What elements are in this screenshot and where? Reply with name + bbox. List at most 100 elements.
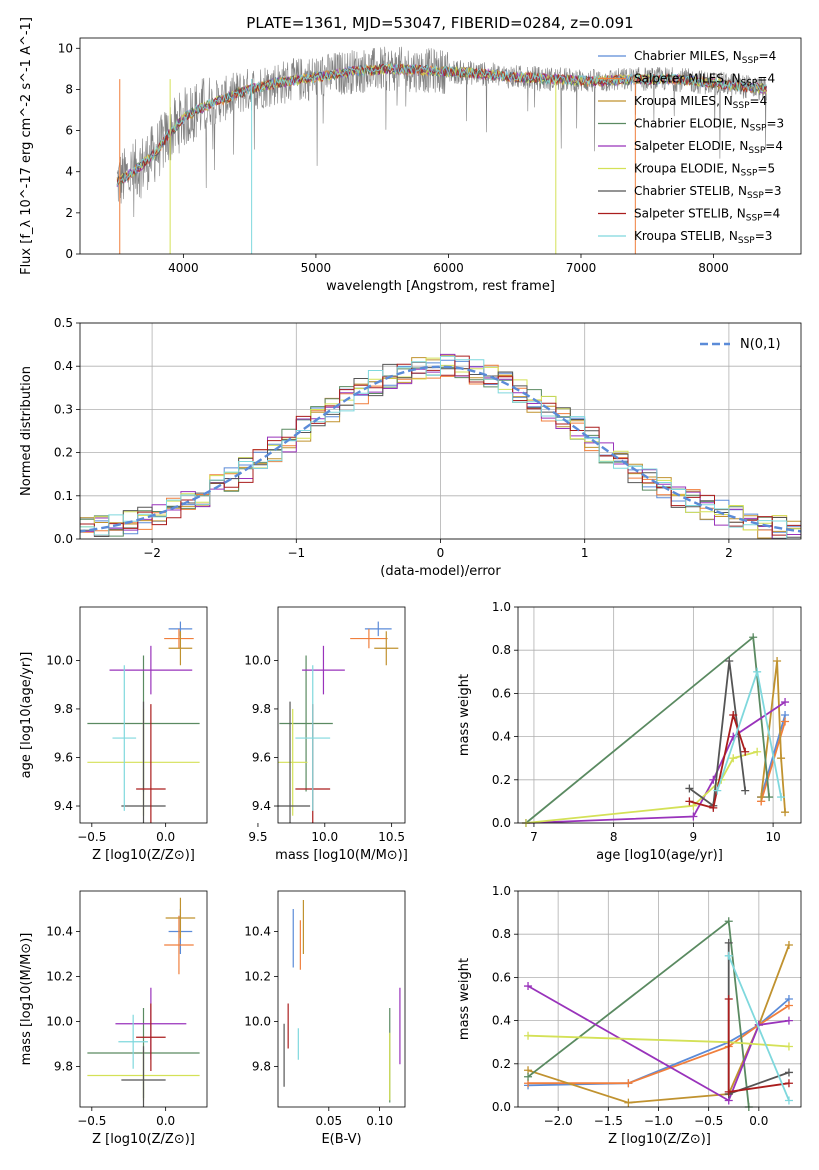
plot-frame bbox=[79, 890, 208, 1108]
weight-line-3 bbox=[525, 635, 770, 824]
y-tick-label: 10.0 bbox=[244, 1015, 271, 1029]
y-tick-label: 0.4 bbox=[54, 359, 73, 373]
points bbox=[87, 897, 200, 1107]
x-tick-label: 0 bbox=[437, 546, 445, 560]
y-axis-label: Flux [f_λ 10^-17 erg cm^-2 s^-1 A^-1] bbox=[19, 17, 34, 275]
x-tick-label: 0.0 bbox=[156, 830, 175, 844]
legend-n: , N bbox=[724, 72, 741, 86]
legend-eq: = bbox=[759, 49, 769, 63]
x-tick-label: 4000 bbox=[168, 261, 199, 275]
legend-sub: SSP bbox=[748, 146, 765, 156]
panel-mass-age: 9.5 10.0 10.5 9.4 9.6 9.8 10.0 mass [log10(M/M⊙… bbox=[244, 606, 408, 863]
weight-marker-8 bbox=[784, 1096, 793, 1105]
weight-marker-5 bbox=[729, 754, 738, 763]
y-tick-label: 0.3 bbox=[54, 402, 73, 416]
y-tick-label: 0.0 bbox=[54, 532, 73, 546]
x-tick-label: −0.5 bbox=[77, 830, 106, 844]
legend-sub: SSP bbox=[741, 79, 758, 89]
legend-label-4: Salpeter ELODIE, NSSP=4 bbox=[634, 139, 783, 156]
legend-nssp: 4 bbox=[767, 72, 775, 86]
legend-n: , N bbox=[729, 207, 746, 221]
weight-marker-3 bbox=[724, 917, 733, 926]
x-tick-label: −1 bbox=[287, 546, 305, 560]
y-tick-label: 8 bbox=[65, 82, 73, 96]
x-tick-label: 2 bbox=[725, 546, 733, 560]
x-axis-label: mass [log10(M/M⊙)] bbox=[275, 848, 408, 863]
panel-z-mass: −0.5 0.0 9.8 10.0 10.2 10.4 Z [log10(Z/Z⊙)] mas… bbox=[19, 890, 208, 1147]
y-tick-label: 9.8 bbox=[54, 1060, 73, 1074]
y-tick-label: 10.4 bbox=[244, 925, 271, 939]
x-tick-label: 0.05 bbox=[315, 1114, 342, 1128]
y-tick-label: 0.0 bbox=[492, 1100, 511, 1114]
plot-frame bbox=[277, 890, 406, 1108]
legend-sub: SSP bbox=[741, 169, 758, 179]
panel-spectrum: 4000 5000 6000 7000 8000 0 2 4 6 8 10 wavelength [A… bbox=[19, 17, 802, 294]
x-tick-label: 9.5 bbox=[248, 830, 267, 844]
x-tick-label: 1 bbox=[581, 546, 589, 560]
weight-marker-8 bbox=[777, 793, 786, 802]
weight-marker-7 bbox=[729, 711, 738, 719]
x-tick-label: 10 bbox=[765, 830, 780, 844]
y-tick-label: 10.0 bbox=[46, 653, 73, 667]
legend-eq: = bbox=[763, 207, 773, 221]
x-axis-label: wavelength [Angstrom, rest frame] bbox=[326, 279, 555, 294]
weight-marker-1 bbox=[781, 717, 790, 726]
x-axis-label: (data-model)/error bbox=[380, 564, 501, 579]
legend-label-0: Chabrier MILES, NSSP=4 bbox=[634, 49, 776, 66]
x-tick-label: −2.0 bbox=[544, 1114, 573, 1128]
weight-marker-2 bbox=[757, 793, 766, 802]
weight-marker-7 bbox=[724, 995, 733, 1003]
histograms bbox=[80, 353, 801, 539]
legend-n: , N bbox=[716, 94, 733, 108]
weight-marker-2 bbox=[781, 808, 790, 817]
legend-sub: SSP bbox=[742, 56, 759, 66]
legend-nssp: 4 bbox=[760, 94, 768, 108]
legend-n: , N bbox=[732, 139, 749, 153]
y-tick-label: 0.4 bbox=[492, 730, 511, 744]
y-tick-label: 6 bbox=[65, 124, 73, 138]
legend-label-3: Chabrier ELODIE, NSSP=3 bbox=[634, 117, 784, 134]
legend-n: , N bbox=[725, 49, 742, 63]
weight-line-4 bbox=[525, 701, 786, 824]
y-tick-label: 0.8 bbox=[492, 643, 511, 657]
legend-eq: = bbox=[757, 162, 767, 176]
plot-frame bbox=[517, 890, 802, 1108]
points bbox=[278, 621, 399, 823]
weight-marker-7 bbox=[784, 1079, 793, 1088]
legend-nssp: 4 bbox=[773, 207, 781, 221]
legend-nssp: 3 bbox=[777, 117, 785, 131]
series bbox=[521, 633, 790, 827]
y-tick-label: 9.8 bbox=[54, 702, 73, 716]
weight-marker-7 bbox=[724, 1087, 733, 1096]
legend-label-6: Chabrier STELIB, NSSP=3 bbox=[634, 184, 782, 201]
points bbox=[283, 900, 401, 1103]
x-tick-label: 6000 bbox=[433, 261, 464, 275]
weight-marker-6 bbox=[725, 657, 734, 665]
weight-marker-7 bbox=[709, 803, 718, 812]
legend-n: , N bbox=[721, 229, 738, 243]
panel-z-weight: −2.0 −1.5 −1.0 −0.5 0.0 0.0 0.2 0.4 0.6 0.8 1.0 Z [… bbox=[457, 884, 802, 1147]
legend-sub: SSP bbox=[746, 214, 763, 224]
y-tick-label: 0.6 bbox=[492, 686, 511, 700]
y-tick-label: 10.2 bbox=[46, 970, 73, 984]
model-spectrum-8 bbox=[116, 62, 767, 186]
y-tick-label: 10 bbox=[58, 41, 73, 55]
y-tick-label: 0.0 bbox=[492, 816, 511, 830]
x-tick-label: 8 bbox=[610, 830, 618, 844]
y-tick-label: 0.8 bbox=[492, 927, 511, 941]
legend-sub: SSP bbox=[738, 236, 755, 246]
y-axis-label: mass [log10(M/M⊙)] bbox=[19, 933, 34, 1066]
legend-eq: = bbox=[766, 117, 776, 131]
legend-name: Kroupa MILES bbox=[634, 94, 716, 108]
legend-sub: SSP bbox=[747, 191, 764, 201]
x-tick-label: 0.0 bbox=[749, 1114, 768, 1128]
spectrum-lines bbox=[116, 46, 767, 254]
legend-n: , N bbox=[733, 117, 750, 131]
x-tick-label: 7000 bbox=[566, 261, 597, 275]
y-tick-label: 0.2 bbox=[54, 446, 73, 460]
plot-frame bbox=[277, 606, 406, 824]
legend-n: , N bbox=[730, 184, 747, 198]
x-axis-label: E(B-V) bbox=[321, 1132, 361, 1147]
x-axis-label: Z [log10(Z/Z⊙)] bbox=[92, 1132, 195, 1147]
weight-line-7 bbox=[689, 711, 747, 810]
